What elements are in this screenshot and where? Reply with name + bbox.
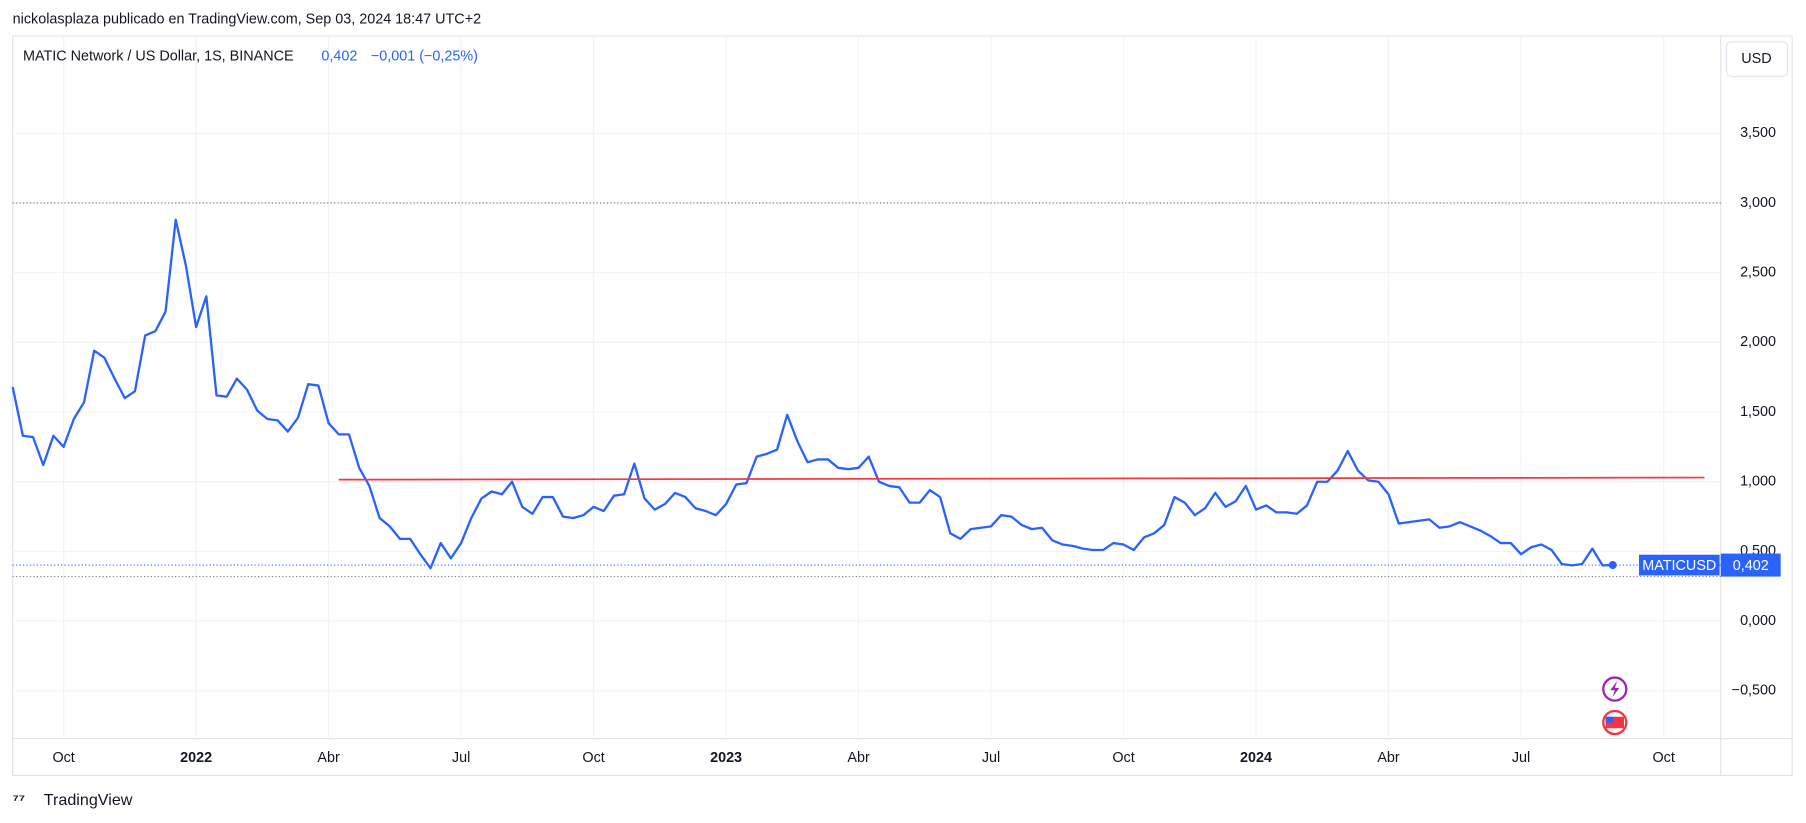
price: 0,402 [321, 49, 357, 65]
x-tick-label: Jul [452, 750, 470, 766]
last-point [1608, 561, 1617, 570]
x-tick-label: Oct [1653, 750, 1675, 766]
x-tick-label: Abr [1377, 750, 1400, 766]
y-tick-label: 2,000 [1740, 334, 1776, 350]
price-tag [1720, 553, 1781, 577]
x-tick-label: Jul [1512, 750, 1530, 766]
x-tick-label: Oct [52, 750, 74, 766]
x-tick-label: 2023 [710, 750, 742, 766]
y-tick-label: 3,000 [1740, 195, 1776, 211]
currency-button[interactable] [1725, 41, 1789, 77]
y-tick-label: 1,000 [1740, 474, 1776, 490]
x-tick-label: Abr [847, 750, 870, 766]
flag-canton [1605, 716, 1614, 723]
publisher: nickolasplaza publicado en TradingView.c… [13, 12, 481, 28]
y-tick-label: 1,500 [1740, 404, 1776, 420]
currency[interactable]: USD [1741, 51, 1771, 67]
y-tick-label: 0,000 [1740, 613, 1776, 629]
x-tick-label: 2022 [180, 750, 212, 766]
x-tick-label: Abr [317, 750, 340, 766]
x-tick-label: Oct [582, 750, 604, 766]
ticker-tag [1638, 554, 1720, 576]
frame [12, 35, 1793, 777]
symbol: MATIC Network / US Dollar, 1S, BINANCE [23, 49, 294, 65]
y-tick-label: 2,500 [1740, 264, 1776, 280]
grid [12, 36, 1721, 739]
price-tag-label: 0,402 [1733, 558, 1769, 574]
y-tick-label: 3,500 [1740, 125, 1776, 141]
ticker-tag-label: MATICUSD [1642, 558, 1716, 574]
price-line [11, 218, 1613, 570]
flag [1605, 716, 1625, 729]
lightning [1610, 681, 1620, 698]
trend-line [338, 476, 1705, 481]
x-tick-label: 2024 [1240, 750, 1272, 766]
logo: ⁷⁷ [13, 792, 25, 809]
y-tick-label: −0,500 [1732, 683, 1776, 699]
brand: TradingView [44, 791, 133, 809]
change: −0,001 (−0,25%) [371, 49, 478, 65]
x-tick-label: Oct [1112, 750, 1134, 766]
x-tick-label: Jul [982, 750, 1000, 766]
marks [11, 202, 1721, 578]
